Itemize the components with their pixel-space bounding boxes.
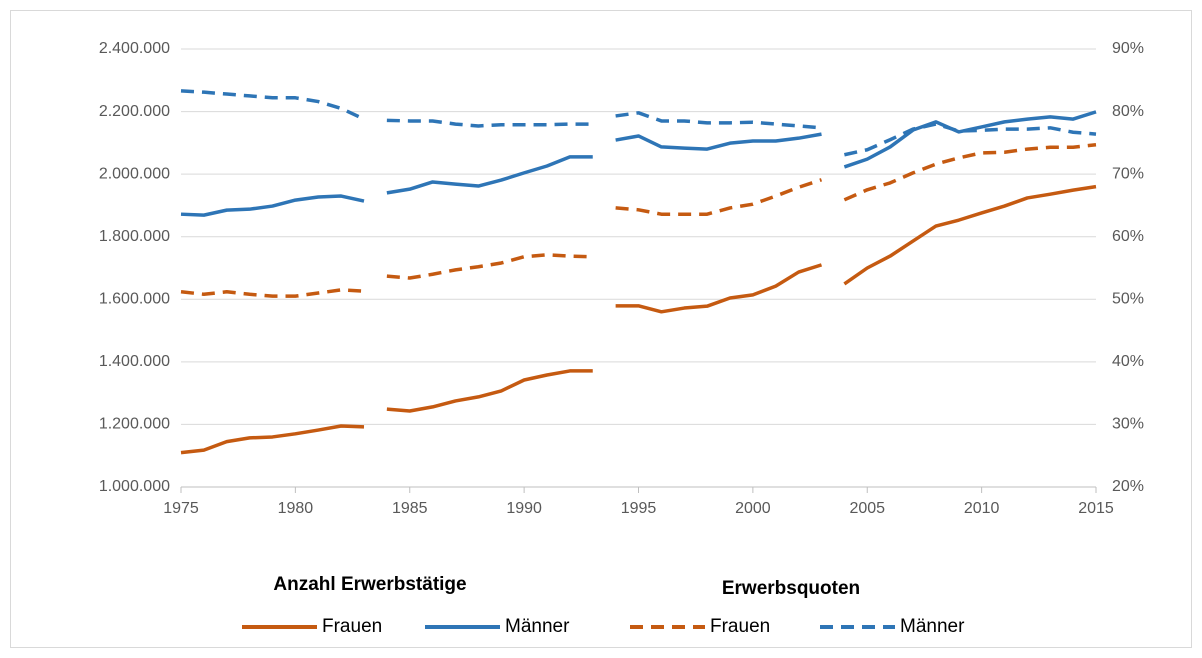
- y2-tick-label: 70%: [1112, 165, 1144, 182]
- y2-tick-label: 90%: [1112, 40, 1144, 57]
- y-tick-label: 1.400.000: [99, 353, 170, 370]
- series-line: [180, 184, 1097, 455]
- y2-tick-label: 30%: [1112, 416, 1144, 433]
- x-tick-label: 2010: [964, 500, 1000, 517]
- legend-label: Frauen: [322, 616, 382, 637]
- x-tick-label: 2015: [1078, 500, 1114, 517]
- legend-label: Männer: [505, 616, 570, 637]
- y2-tick-label: 40%: [1112, 353, 1144, 370]
- y-tick-label: 2.200.000: [99, 103, 170, 120]
- y-tick-label: 1.200.000: [99, 416, 170, 433]
- legend-group-title: Anzahl Erwerbstätige: [273, 574, 466, 595]
- legend-group-title: Erwerbsquoten: [722, 578, 860, 599]
- y2-tick-label: 80%: [1112, 103, 1144, 120]
- legend-label: Männer: [900, 616, 965, 637]
- y2-tick-label: 20%: [1112, 478, 1144, 495]
- x-tick-label: 1990: [506, 500, 542, 517]
- y-tick-label: 1.800.000: [99, 228, 170, 245]
- x-tick-label: 1995: [621, 500, 657, 517]
- y-tick-label: 1.600.000: [99, 291, 170, 308]
- x-tick-label: 2005: [849, 500, 885, 517]
- series-line: [180, 142, 1097, 298]
- x-tick-label: 1975: [163, 500, 199, 517]
- y-tick-label: 2.000.000: [99, 165, 170, 182]
- x-tick-label: 1980: [278, 500, 314, 517]
- chart-border: [10, 10, 1192, 648]
- x-tick-label: 2000: [735, 500, 771, 517]
- y2-tick-label: 60%: [1112, 228, 1144, 245]
- x-tick-label: 1985: [392, 500, 428, 517]
- y-tick-label: 1.000.000: [99, 478, 170, 495]
- legend-label: Frauen: [710, 616, 770, 637]
- series-line: [180, 110, 1097, 217]
- y-tick-label: 2.400.000: [99, 40, 170, 57]
- y2-tick-label: 50%: [1112, 291, 1144, 308]
- series-line: [180, 89, 1097, 157]
